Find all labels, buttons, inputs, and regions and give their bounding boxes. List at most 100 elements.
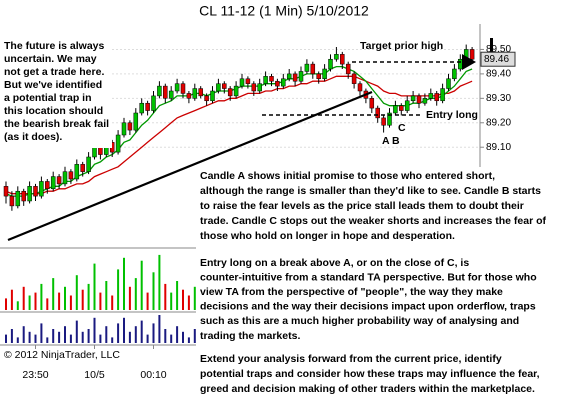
candle-body <box>174 83 180 92</box>
indicator-bar <box>34 334 37 343</box>
candle-body <box>257 83 262 92</box>
candle-body <box>74 164 80 180</box>
annotation-text: trading the markets. <box>200 330 300 342</box>
volume-bar <box>81 289 84 310</box>
trend-line <box>7 90 373 242</box>
copyright: © 2012 NinjaTrader, LLC <box>4 349 120 361</box>
annotation-text: greed and decision making of other trade… <box>200 383 535 395</box>
volume-bar <box>128 286 131 310</box>
volume-bar <box>75 275 78 310</box>
note-box <box>0 36 112 148</box>
y-tick-label: 89.10 <box>486 142 511 153</box>
indicator-bar <box>176 326 179 343</box>
candle-body <box>27 186 32 202</box>
annotation-text: the bearish break fail <box>4 118 109 130</box>
annotation-text: decisions and the way their decisions im… <box>200 301 536 313</box>
indicator-bar <box>123 317 125 343</box>
indicator-bar <box>182 331 184 343</box>
candle-body <box>145 102 150 111</box>
indicator-bar <box>93 317 96 343</box>
candle-body <box>369 98 375 109</box>
candle-body <box>168 90 174 99</box>
annotation-text: uncertain. We may <box>4 53 97 65</box>
annotation-text: to raise the fear levels as the price st… <box>200 200 524 212</box>
candle-body <box>139 102 144 114</box>
indicator-bar <box>69 334 72 343</box>
annotation-text: not get a trade here. <box>4 66 104 78</box>
volume-bar <box>158 254 161 310</box>
y-tick-label: 89.40 <box>486 69 511 80</box>
candle-body <box>210 90 215 102</box>
candle-body <box>62 171 68 185</box>
chart-title: CL 11-12 (1 Min) 5/10/2012 <box>199 3 369 19</box>
volume-bar <box>146 292 149 310</box>
annotation-text: although the range is smaller than they'… <box>200 185 541 197</box>
y-tick-label: 89.50 <box>486 44 511 55</box>
candle-body <box>304 63 310 72</box>
candle-body <box>50 176 56 190</box>
annotation-text: The future is always <box>4 40 105 52</box>
indicator-bar <box>46 337 49 343</box>
candle-body <box>180 83 186 94</box>
volume-bar <box>69 295 72 310</box>
volume-bar <box>111 295 114 310</box>
volume-bar <box>46 298 49 310</box>
candle-body <box>127 122 133 131</box>
y-tick-label: 89.20 <box>486 117 511 128</box>
indicator-bar <box>5 334 7 343</box>
candle-body <box>469 49 475 60</box>
candle-body <box>375 107 380 119</box>
candle-body <box>334 54 339 60</box>
volume-bar <box>182 289 184 310</box>
annotation-text: Extend your analysis forward from the cu… <box>200 353 502 365</box>
volume-bar <box>140 260 143 310</box>
volume-bar <box>64 286 66 310</box>
indicator-bar <box>28 331 31 343</box>
candle-body <box>357 83 363 92</box>
indicator-bar <box>152 323 155 343</box>
volume-bar <box>22 286 25 310</box>
indicator-bar <box>164 329 167 343</box>
volume-bar <box>164 283 167 310</box>
indicator-bar <box>87 329 90 343</box>
candle-body <box>434 93 439 102</box>
volume-bar <box>117 269 120 310</box>
target-label: Target prior high <box>360 40 443 52</box>
indicator-bar <box>111 337 114 343</box>
candle-body <box>39 181 44 197</box>
indicator-bar <box>105 326 108 343</box>
candle-body <box>452 68 457 80</box>
annotation-text: Candle A shows initial promise to those … <box>200 170 495 182</box>
candle-body <box>440 88 445 102</box>
candle-body <box>239 78 245 87</box>
candle-body <box>316 73 321 80</box>
candle-body <box>381 117 386 126</box>
x-tick-label: 23:50 <box>22 369 48 381</box>
candle-body <box>98 146 103 155</box>
volume-bar <box>170 292 173 310</box>
annotation-text: those who hold on longer in hope and des… <box>200 230 455 242</box>
volume-bar <box>87 283 90 310</box>
volume-bar <box>134 278 137 310</box>
target-arrow <box>462 54 476 70</box>
indicator-bar <box>117 323 120 343</box>
annotation-text: this location should <box>4 105 103 117</box>
candle-body <box>286 73 292 80</box>
candle-body <box>121 122 127 136</box>
candle-body <box>328 58 333 70</box>
annotation-text: counter-intuitive from a standard TA per… <box>200 271 537 283</box>
candle-body <box>345 63 351 75</box>
indicator-bar <box>40 323 43 343</box>
annotation-text: (as it does). <box>4 131 62 143</box>
volume-bar <box>5 298 7 310</box>
candle-body <box>92 146 97 158</box>
candle-body <box>310 63 316 75</box>
candle-body <box>33 186 38 197</box>
candle-body <box>3 186 9 197</box>
indicator-bar <box>58 331 61 343</box>
indicator-bar <box>81 331 84 343</box>
indicator-bar <box>158 315 161 343</box>
annotation-text: But we've identified <box>4 79 102 91</box>
candle-body <box>227 88 233 97</box>
candle-body <box>281 78 286 87</box>
